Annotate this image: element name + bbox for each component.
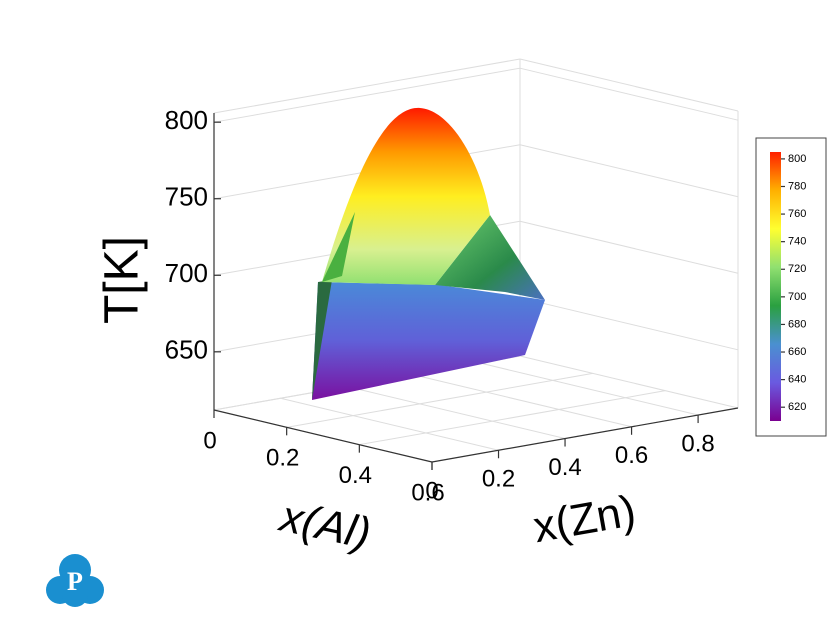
- x-axis: [213, 409, 433, 463]
- grid-line: [286, 372, 593, 428]
- x-tick-label: 0.4: [339, 462, 372, 489]
- surface-left-strip: [312, 280, 332, 400]
- colorbar-tick-label: 640: [788, 374, 806, 386]
- colorbar: [770, 152, 781, 421]
- y-tick-label: 0.8: [681, 430, 714, 457]
- colorbar-tick-label: 680: [788, 318, 806, 330]
- z-tick-label: 800: [165, 105, 208, 135]
- z-tick-label: 650: [165, 335, 208, 365]
- colorbar-tick-label: 780: [788, 180, 806, 192]
- y-tick-label: 0.6: [615, 442, 648, 469]
- grid-line: [213, 67, 521, 123]
- y-tick-label: 0.2: [482, 466, 515, 493]
- z-tick-label: 700: [165, 258, 208, 288]
- z-tick-label: 750: [165, 182, 208, 212]
- grid-line: [413, 374, 632, 428]
- colorbar-tick-label: 720: [788, 263, 806, 275]
- x-tick-label: 0.2: [266, 445, 299, 472]
- colorbar-tick-label: 740: [788, 236, 806, 248]
- x-axis-title: x(Al): [274, 491, 375, 558]
- x-tick-label: 0.6: [411, 479, 444, 506]
- y-tick-label: 0: [425, 477, 438, 504]
- grid-line: [519, 297, 739, 351]
- y-axis: [431, 407, 739, 463]
- y-axis-title: x(Zn): [530, 486, 640, 552]
- box-edge: [213, 58, 521, 114]
- box-edge: [519, 58, 739, 112]
- grid-line: [519, 220, 739, 274]
- colorbar-frame: [755, 137, 827, 437]
- grid-line: [519, 67, 739, 121]
- grid-line: [479, 362, 699, 416]
- y-tick-label: 0.4: [548, 454, 581, 481]
- z-axis-title: T[K]: [96, 236, 149, 324]
- logo: P: [46, 554, 104, 607]
- box-edge: [519, 355, 739, 409]
- surface-left-flap: [322, 212, 355, 282]
- grid-line: [359, 390, 666, 446]
- x-tick-label: 0: [203, 427, 216, 454]
- colorbar-tick-label: 760: [788, 208, 806, 220]
- colorbar-tick-label: 620: [788, 401, 806, 413]
- surface-lower: [312, 282, 545, 400]
- colorbar-tick-label: 660: [788, 346, 806, 358]
- surface: [312, 107, 545, 400]
- svg-text:P: P: [67, 567, 83, 596]
- colorbar-tick-label: 700: [788, 291, 806, 303]
- grid-line: [280, 397, 499, 451]
- surface-dome: [322, 107, 490, 285]
- surface-right-wing: [435, 215, 545, 300]
- colorbar-tick-label: 800: [788, 153, 806, 165]
- grid-line: [519, 144, 739, 198]
- grid-line: [346, 386, 566, 440]
